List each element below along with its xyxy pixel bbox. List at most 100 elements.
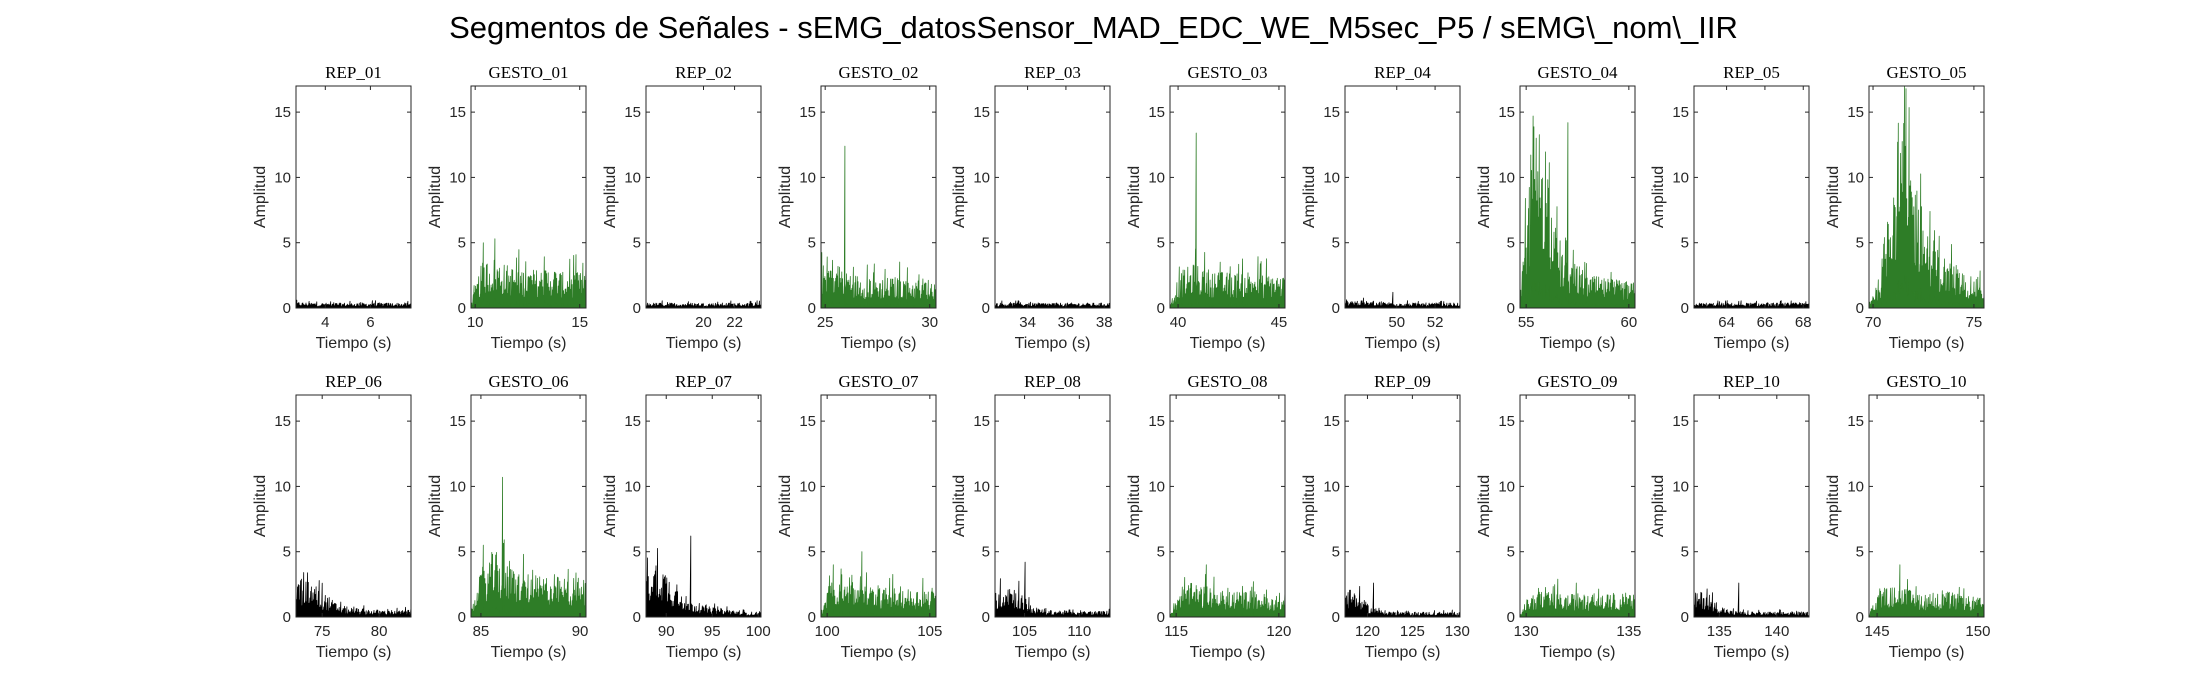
y-tick-label: 15: [973, 104, 990, 121]
subplot-title: REP_06: [325, 372, 382, 391]
y-tick-label: 10: [1148, 478, 1165, 495]
y-tick-label: 10: [1672, 169, 1689, 186]
y-tick-label: 15: [1672, 104, 1689, 121]
y-tick-label: 10: [1847, 478, 1864, 495]
y-tick-label: 15: [973, 413, 990, 430]
signal-trace: [470, 476, 587, 618]
y-tick-label: 10: [799, 478, 816, 495]
y-tick-label: 10: [274, 478, 291, 495]
y-axis-label: Amplitud: [602, 166, 619, 228]
axes-box: [470, 394, 587, 618]
y-tick-label: 0: [808, 300, 816, 317]
axes-box: [1693, 394, 1810, 618]
x-tick-label: 130: [1514, 623, 1539, 640]
x-axis-label: Tiempo (s): [1714, 644, 1790, 661]
y-tick-label: 15: [449, 104, 466, 121]
x-tick-label: 110: [1067, 623, 1091, 640]
x-tick-label: 60: [1620, 314, 1637, 331]
y-tick-label: 5: [1681, 544, 1689, 561]
signal-trace: [295, 299, 412, 309]
x-tick-label: 105: [1012, 623, 1037, 640]
axes-box: [645, 394, 762, 618]
signal-trace: [1169, 132, 1286, 309]
signal-trace: [1344, 291, 1461, 309]
subplot-gesto-03: GESTO_03 0 5 10 15 40 45 Tiempo (s) Amplitud: [1126, 63, 1287, 352]
y-axis-label: Amplitud: [1650, 475, 1667, 537]
x-tick-label: 52: [1427, 314, 1444, 331]
y-tick-label: 5: [808, 544, 816, 561]
subplot-title: GESTO_10: [1887, 372, 1967, 391]
y-axis-label: Amplitud: [1301, 166, 1318, 228]
signal-trace: [645, 535, 762, 618]
y-tick-label: 0: [1681, 300, 1689, 317]
subplot-title: GESTO_08: [1188, 372, 1268, 391]
y-tick-label: 5: [283, 235, 291, 252]
axes-box: [295, 394, 412, 618]
subplot-rep-06: REP_06 0 5 10 15 75 80 Tiempo (s) Amplitud: [252, 372, 412, 661]
signal-trace: [1868, 564, 1985, 618]
subplot-title: GESTO_03: [1188, 63, 1268, 82]
y-tick-label: 10: [1672, 478, 1689, 495]
y-tick-label: 15: [274, 413, 291, 430]
x-tick-label: 30: [921, 314, 938, 331]
y-tick-label: 5: [982, 544, 990, 561]
x-tick-label: 95: [704, 623, 721, 640]
y-tick-label: 5: [458, 544, 466, 561]
axes-box: [1519, 394, 1636, 618]
axes-box: [1868, 394, 1985, 618]
y-tick-label: 15: [1323, 104, 1340, 121]
x-tick-label: 34: [1019, 314, 1036, 331]
x-axis-label: Tiempo (s): [1015, 644, 1091, 661]
axes-box: [645, 85, 762, 309]
x-axis-label: Tiempo (s): [491, 335, 567, 352]
y-tick-label: 10: [624, 169, 641, 186]
y-tick-label: 0: [1856, 300, 1864, 317]
y-tick-label: 10: [274, 169, 291, 186]
axes-box: [1169, 394, 1286, 618]
y-axis-label: Amplitud: [1476, 166, 1493, 228]
x-tick-label: 4: [321, 314, 329, 331]
signal-trace: [1344, 582, 1461, 618]
x-tick-label: 40: [1170, 314, 1187, 331]
signal-trace: [1519, 115, 1636, 309]
subplot-rep-04: REP_04 0 5 10 15 50 52 Tiempo (s) Amplitud: [1301, 63, 1461, 352]
x-tick-label: 22: [726, 314, 743, 331]
y-axis-label: Amplitud: [951, 166, 968, 228]
y-tick-label: 10: [1847, 169, 1864, 186]
x-tick-label: 50: [1388, 314, 1405, 331]
axes-box: [1169, 85, 1286, 309]
x-tick-label: 68: [1795, 314, 1812, 331]
x-tick-label: 75: [314, 623, 331, 640]
signal-trace: [820, 551, 937, 618]
y-axis-label: Amplitud: [602, 475, 619, 537]
x-axis-label: Tiempo (s): [1365, 644, 1441, 661]
y-tick-label: 0: [982, 609, 990, 626]
signal-trace: [1519, 578, 1636, 618]
x-axis-label: Tiempo (s): [316, 644, 392, 661]
x-tick-label: 105: [917, 623, 942, 640]
y-tick-label: 15: [1847, 104, 1864, 121]
x-tick-label: 70: [1865, 314, 1882, 331]
x-axis-label: Tiempo (s): [1889, 644, 1965, 661]
signal-trace: [994, 561, 1111, 618]
x-tick-label: 145: [1865, 623, 1890, 640]
y-tick-label: 10: [1498, 169, 1515, 186]
x-axis-label: Tiempo (s): [1540, 644, 1616, 661]
subplot-title: REP_03: [1024, 63, 1081, 82]
y-tick-label: 15: [1847, 413, 1864, 430]
y-tick-label: 5: [1332, 544, 1340, 561]
x-axis-label: Tiempo (s): [1714, 335, 1790, 352]
x-axis-label: Tiempo (s): [841, 644, 917, 661]
x-axis-label: Tiempo (s): [666, 335, 742, 352]
x-axis-label: Tiempo (s): [841, 335, 917, 352]
x-axis-label: Tiempo (s): [1540, 335, 1616, 352]
axes-box: [470, 85, 587, 309]
y-axis-label: Amplitud: [252, 166, 269, 228]
y-tick-label: 5: [633, 544, 641, 561]
y-tick-label: 5: [1157, 544, 1165, 561]
